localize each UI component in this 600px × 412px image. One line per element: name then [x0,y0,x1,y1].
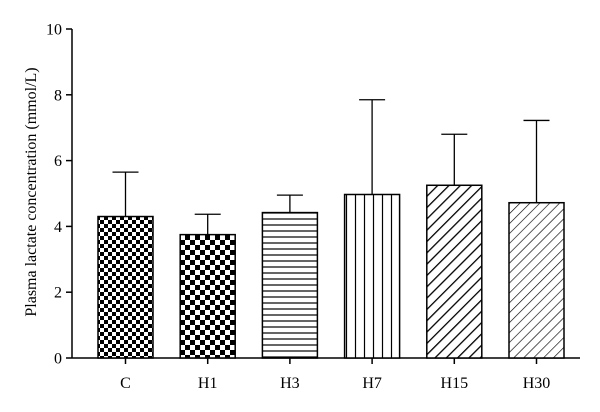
x-tick-label: H1 [198,375,218,392]
y-axis-label: Plasma lactate concentration (mmol/L) [23,67,40,316]
x-tick-labels: C H1 H3 H7 H15 H30 [120,375,550,392]
x-tick-label: H7 [362,375,382,392]
y-tick-label: 6 [54,153,62,170]
axes [66,28,580,364]
bar-H1 [179,233,236,359]
bar-C [97,215,154,359]
y-tick-label: 2 [54,285,62,302]
bar-H7 [343,193,401,359]
y-tick-labels: 0 2 4 6 8 10 [46,22,62,368]
y-tick-label: 8 [54,87,62,104]
bar-H3 [261,211,319,359]
x-tick-label: H3 [280,375,300,392]
x-tick-label: C [120,375,131,392]
x-tick-label: H15 [441,375,469,392]
bars [97,184,565,359]
y-tick-label: 4 [54,219,62,236]
bar-H30 [508,201,565,359]
bar-H15 [426,184,483,359]
x-tick-label: H30 [523,375,551,392]
y-tick-label: 0 [54,351,62,368]
error-bars [112,99,550,235]
y-tick-label: 10 [46,22,62,39]
